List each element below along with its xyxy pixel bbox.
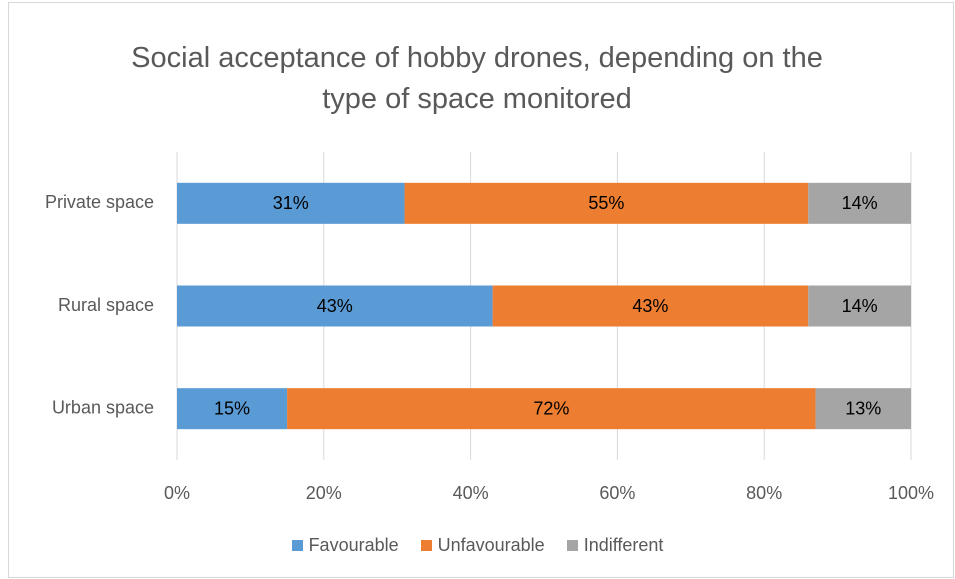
bar-segment <box>177 285 493 327</box>
data-label: 13% <box>845 398 881 418</box>
chart-border <box>8 2 954 578</box>
legend-label: Favourable <box>308 535 399 555</box>
y-tick-label: Private space <box>45 192 154 212</box>
legend-item: Indifferent <box>566 535 664 556</box>
data-label: 55% <box>588 193 624 213</box>
legend: Favourable Unfavourable Indifferent <box>0 535 955 556</box>
bar-segment <box>287 388 816 430</box>
bar-segment <box>808 182 911 224</box>
bar-segment <box>808 285 911 327</box>
data-label: 14% <box>842 193 878 213</box>
data-label: 72% <box>533 398 569 418</box>
legend-label: Indifferent <box>583 535 664 555</box>
legend-item: Favourable <box>291 535 399 556</box>
x-tick-label: 100% <box>888 483 934 503</box>
legend-swatch <box>291 540 303 551</box>
x-tick-label: 20% <box>306 483 342 503</box>
bar-segment <box>177 182 405 224</box>
x-tick-label: 80% <box>746 483 782 503</box>
x-tick-label: 0% <box>164 483 190 503</box>
bar-segment <box>492 285 809 327</box>
data-label: 15% <box>214 398 250 418</box>
data-label: 31% <box>273 193 309 213</box>
chart-title: Social acceptance of hobby drones, depen… <box>131 42 823 115</box>
legend-item: Unfavourable <box>420 535 545 556</box>
legend-swatch <box>566 540 578 551</box>
x-tick-label: 60% <box>599 483 635 503</box>
data-label: 43% <box>632 296 668 316</box>
bar-segment <box>404 182 809 224</box>
bar-segment <box>815 388 911 430</box>
x-tick-label: 40% <box>453 483 489 503</box>
legend-swatch <box>420 540 432 551</box>
legend-label: Unfavourable <box>437 535 545 555</box>
data-label: 43% <box>317 296 353 316</box>
y-tick-label: Urban space <box>52 397 154 417</box>
bar-segment <box>177 388 288 430</box>
data-label: 14% <box>842 296 878 316</box>
y-tick-label: Rural space <box>58 295 154 315</box>
